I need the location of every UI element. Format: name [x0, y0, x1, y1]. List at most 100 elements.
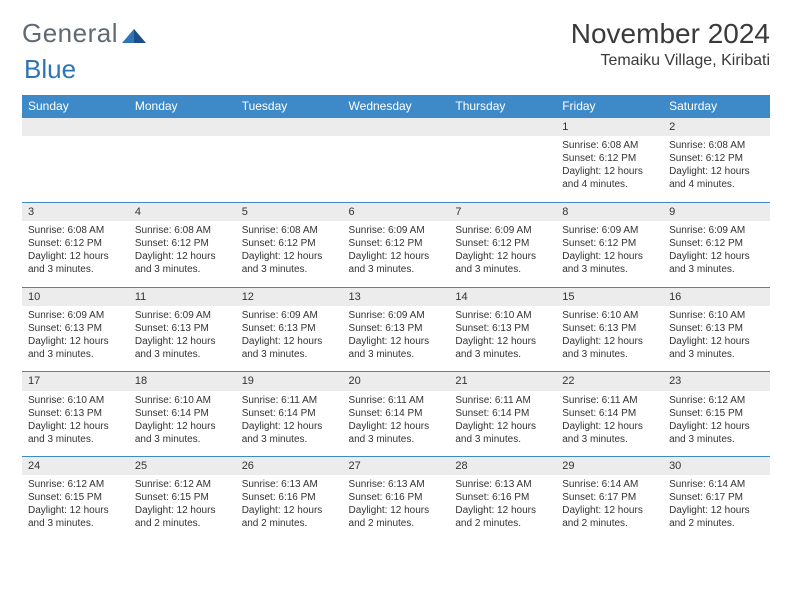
day-number-cell: 1 — [556, 118, 663, 137]
sunrise-line: Sunrise: 6:11 AM — [562, 394, 657, 407]
sunset-line: Sunset: 6:13 PM — [455, 322, 550, 335]
day-detail-cell: Sunrise: 6:12 AMSunset: 6:15 PMDaylight:… — [129, 475, 236, 541]
sunrise-line: Sunrise: 6:09 AM — [669, 224, 764, 237]
day-number-cell: 21 — [449, 372, 556, 391]
day-detail-cell: Sunrise: 6:09 AMSunset: 6:13 PMDaylight:… — [236, 306, 343, 372]
daylight-line: Daylight: 12 hours and 3 minutes. — [669, 250, 764, 276]
daylight-line: Daylight: 12 hours and 4 minutes. — [669, 165, 764, 191]
day-detail-cell: Sunrise: 6:10 AMSunset: 6:14 PMDaylight:… — [129, 391, 236, 457]
sunrise-line: Sunrise: 6:13 AM — [242, 478, 337, 491]
day-number-cell: 22 — [556, 372, 663, 391]
sunrise-line: Sunrise: 6:09 AM — [349, 309, 444, 322]
day-number-cell: 4 — [129, 202, 236, 221]
calendar-table: Sunday Monday Tuesday Wednesday Thursday… — [22, 95, 770, 541]
day-number-cell — [129, 118, 236, 137]
day-detail-cell — [343, 136, 450, 202]
day-detail-cell: Sunrise: 6:11 AMSunset: 6:14 PMDaylight:… — [449, 391, 556, 457]
day-detail-cell: Sunrise: 6:11 AMSunset: 6:14 PMDaylight:… — [343, 391, 450, 457]
daylight-line: Daylight: 12 hours and 3 minutes. — [562, 420, 657, 446]
daynum-row: 17181920212223 — [22, 372, 770, 391]
sunset-line: Sunset: 6:12 PM — [669, 152, 764, 165]
day-number-cell: 25 — [129, 457, 236, 476]
sunset-line: Sunset: 6:12 PM — [562, 237, 657, 250]
daylight-line: Daylight: 12 hours and 3 minutes. — [135, 250, 230, 276]
sunset-line: Sunset: 6:15 PM — [669, 407, 764, 420]
day-number-cell: 13 — [343, 287, 450, 306]
sunset-line: Sunset: 6:13 PM — [349, 322, 444, 335]
day-detail-cell: Sunrise: 6:10 AMSunset: 6:13 PMDaylight:… — [22, 391, 129, 457]
day-detail-cell: Sunrise: 6:11 AMSunset: 6:14 PMDaylight:… — [556, 391, 663, 457]
daylight-line: Daylight: 12 hours and 3 minutes. — [349, 335, 444, 361]
day-number-cell: 17 — [22, 372, 129, 391]
sunset-line: Sunset: 6:12 PM — [242, 237, 337, 250]
day-number-cell — [22, 118, 129, 137]
daylight-line: Daylight: 12 hours and 3 minutes. — [242, 250, 337, 276]
daylight-line: Daylight: 12 hours and 2 minutes. — [669, 504, 764, 530]
daynum-row: 3456789 — [22, 202, 770, 221]
day-number-cell: 27 — [343, 457, 450, 476]
sunset-line: Sunset: 6:14 PM — [349, 407, 444, 420]
sunset-line: Sunset: 6:13 PM — [669, 322, 764, 335]
sunset-line: Sunset: 6:14 PM — [562, 407, 657, 420]
weekday-monday: Monday — [129, 95, 236, 118]
sunrise-line: Sunrise: 6:08 AM — [669, 139, 764, 152]
sunrise-line: Sunrise: 6:11 AM — [242, 394, 337, 407]
sunset-line: Sunset: 6:12 PM — [349, 237, 444, 250]
sunrise-line: Sunrise: 6:08 AM — [242, 224, 337, 237]
sunset-line: Sunset: 6:12 PM — [562, 152, 657, 165]
day-number-cell — [449, 118, 556, 137]
day-detail-cell: Sunrise: 6:09 AMSunset: 6:12 PMDaylight:… — [343, 221, 450, 287]
daylight-line: Daylight: 12 hours and 2 minutes. — [349, 504, 444, 530]
daylight-line: Daylight: 12 hours and 3 minutes. — [349, 250, 444, 276]
day-number-cell: 14 — [449, 287, 556, 306]
day-number-cell: 12 — [236, 287, 343, 306]
sunrise-line: Sunrise: 6:10 AM — [28, 394, 123, 407]
day-number-cell: 10 — [22, 287, 129, 306]
day-detail-cell — [129, 136, 236, 202]
sunrise-line: Sunrise: 6:08 AM — [28, 224, 123, 237]
daylight-line: Daylight: 12 hours and 3 minutes. — [562, 335, 657, 361]
sunset-line: Sunset: 6:17 PM — [669, 491, 764, 504]
day-number-cell: 20 — [343, 372, 450, 391]
daylight-line: Daylight: 12 hours and 2 minutes. — [455, 504, 550, 530]
daynum-row: 12 — [22, 118, 770, 137]
daylight-line: Daylight: 12 hours and 3 minutes. — [28, 420, 123, 446]
day-detail-cell — [236, 136, 343, 202]
daynum-row: 10111213141516 — [22, 287, 770, 306]
daylight-line: Daylight: 12 hours and 3 minutes. — [455, 420, 550, 446]
day-detail-cell: Sunrise: 6:12 AMSunset: 6:15 PMDaylight:… — [22, 475, 129, 541]
logo: General — [22, 18, 146, 49]
day-number-cell: 28 — [449, 457, 556, 476]
daylight-line: Daylight: 12 hours and 2 minutes. — [562, 504, 657, 530]
sunset-line: Sunset: 6:12 PM — [455, 237, 550, 250]
sunset-line: Sunset: 6:12 PM — [135, 237, 230, 250]
daylight-line: Daylight: 12 hours and 3 minutes. — [28, 504, 123, 530]
daylight-line: Daylight: 12 hours and 3 minutes. — [135, 335, 230, 361]
sunrise-line: Sunrise: 6:13 AM — [455, 478, 550, 491]
day-number-cell: 26 — [236, 457, 343, 476]
day-detail-cell: Sunrise: 6:08 AMSunset: 6:12 PMDaylight:… — [663, 136, 770, 202]
weekday-friday: Friday — [556, 95, 663, 118]
sunset-line: Sunset: 6:14 PM — [135, 407, 230, 420]
day-detail-cell: Sunrise: 6:09 AMSunset: 6:13 PMDaylight:… — [22, 306, 129, 372]
sunset-line: Sunset: 6:14 PM — [242, 407, 337, 420]
day-number-cell: 30 — [663, 457, 770, 476]
day-number-cell: 9 — [663, 202, 770, 221]
day-detail-cell: Sunrise: 6:09 AMSunset: 6:13 PMDaylight:… — [129, 306, 236, 372]
sunset-line: Sunset: 6:16 PM — [242, 491, 337, 504]
daylight-line: Daylight: 12 hours and 2 minutes. — [242, 504, 337, 530]
sunset-line: Sunset: 6:15 PM — [135, 491, 230, 504]
logo-word-1: General — [22, 18, 118, 49]
detail-row: Sunrise: 6:10 AMSunset: 6:13 PMDaylight:… — [22, 391, 770, 457]
daylight-line: Daylight: 12 hours and 2 minutes. — [135, 504, 230, 530]
calendar-body: 12Sunrise: 6:08 AMSunset: 6:12 PMDayligh… — [22, 118, 770, 542]
day-detail-cell: Sunrise: 6:14 AMSunset: 6:17 PMDaylight:… — [556, 475, 663, 541]
sunrise-line: Sunrise: 6:09 AM — [349, 224, 444, 237]
daylight-line: Daylight: 12 hours and 3 minutes. — [242, 420, 337, 446]
weekday-sunday: Sunday — [22, 95, 129, 118]
day-detail-cell: Sunrise: 6:10 AMSunset: 6:13 PMDaylight:… — [663, 306, 770, 372]
logo-word-2: Blue — [24, 54, 76, 84]
sunrise-line: Sunrise: 6:09 AM — [135, 309, 230, 322]
logo-mark-icon — [122, 25, 146, 45]
day-number-cell: 11 — [129, 287, 236, 306]
